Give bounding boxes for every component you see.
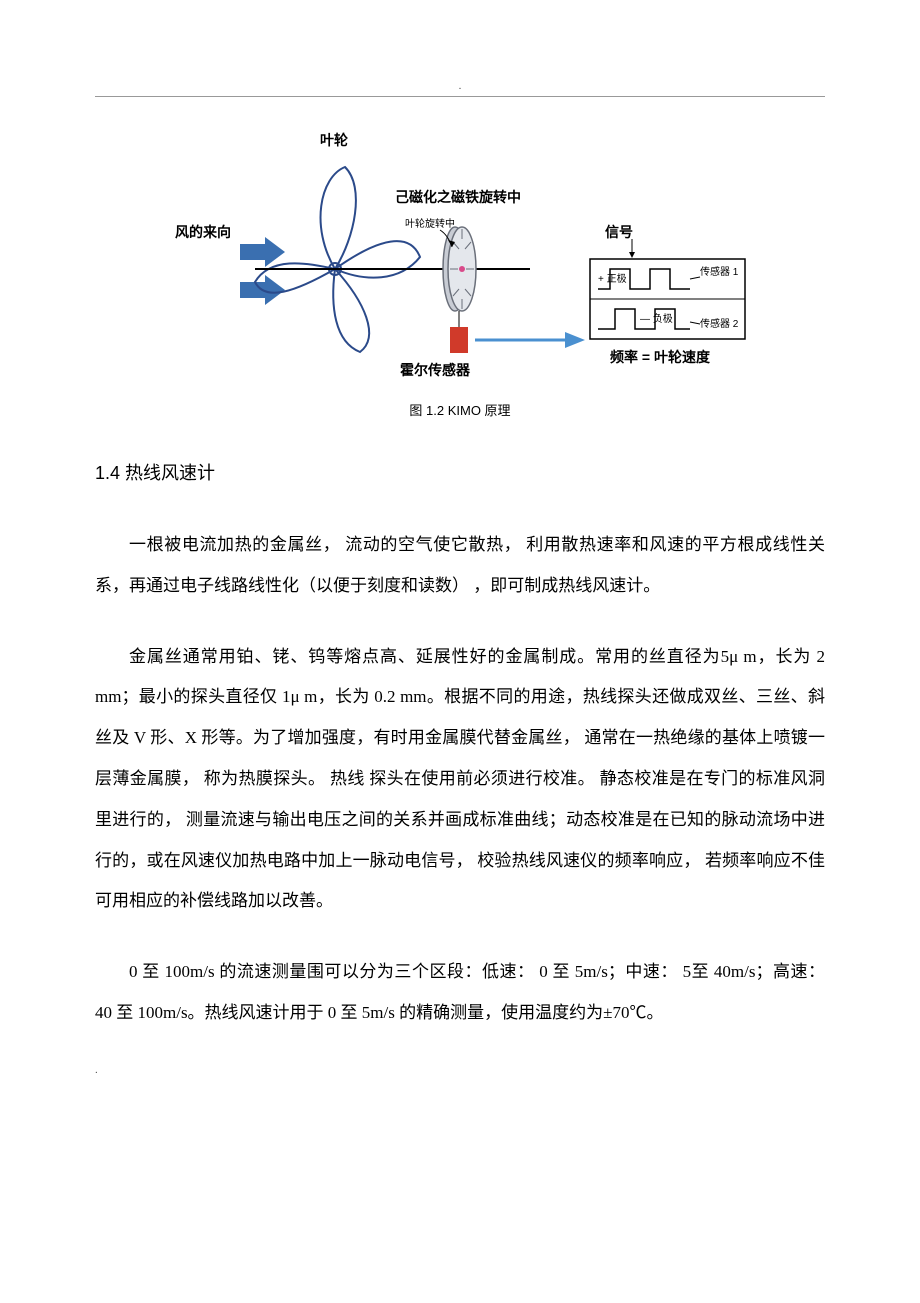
- hall-sensor-icon: [450, 327, 468, 353]
- section-heading: 1.4 热线风速计: [95, 459, 825, 485]
- disc-icon: [443, 227, 476, 311]
- label-magnetized-disc: 己磁化之磁铁旋转中: [395, 189, 521, 205]
- label-positive: + 正极: [598, 272, 627, 285]
- label-wind-direction: 风的来向: [175, 224, 231, 240]
- section-title: 热线风速计: [125, 463, 215, 483]
- section-number: 1.4: [95, 463, 120, 483]
- figure-caption: 图 1.2 KIMO 原理: [95, 400, 825, 419]
- wind-arrow-1: [240, 237, 285, 267]
- label-sensor1: 传感器 1: [700, 265, 739, 278]
- paragraph-2: 金属丝通常用铂、铑、钨等熔点高、延展性好的金属制成。常用的丝直径为5μ m，长为…: [95, 637, 825, 923]
- label-hall-sensor: 霍尔传感器: [400, 362, 471, 378]
- figure-container: 叶轮 风的来向 己磁化之磁铁旋转中: [95, 127, 825, 392]
- label-impeller: 叶轮: [320, 132, 348, 148]
- header-mark: .: [95, 80, 825, 92]
- label-sensor2: 传感器 2: [700, 317, 739, 330]
- signal-arrow-icon: [475, 332, 585, 348]
- figure-diagram: 叶轮 风的来向 己磁化之磁铁旋转中: [170, 127, 750, 387]
- label-signal: 信号: [605, 224, 633, 240]
- header-rule: [95, 96, 825, 97]
- paragraph-1: 一根被电流加热的金属丝， 流动的空气使它散热， 利用散热速率和风速的平方根成线性…: [95, 525, 825, 607]
- label-impeller-rotating: 叶轮旋转中: [405, 217, 455, 230]
- paragraph-3: 0 至 100m/s 的流速测量围可以分为三个区段：低速： 0 至 5m/s；中…: [95, 952, 825, 1034]
- footer-mark: .: [95, 1064, 825, 1076]
- label-frequency-eq: 频率 = 叶轮速度: [610, 349, 711, 365]
- label-negative: — 负极: [640, 312, 673, 325]
